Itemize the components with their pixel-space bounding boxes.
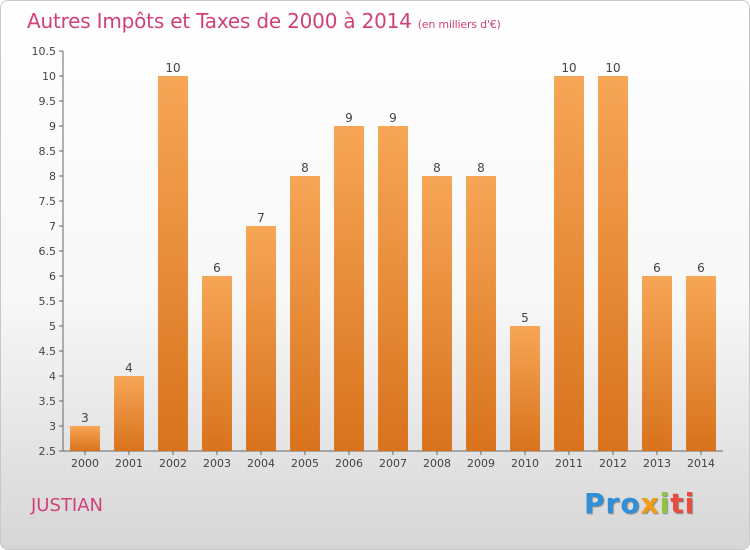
y-tick-label: 4.5 bbox=[39, 345, 57, 358]
bar bbox=[202, 276, 232, 451]
y-tick-label: 5.5 bbox=[39, 295, 57, 308]
x-tick-label: 2007 bbox=[379, 457, 407, 470]
x-tick-label: 2010 bbox=[511, 457, 539, 470]
bar-value-label: 10 bbox=[561, 61, 576, 75]
x-tick-label: 2014 bbox=[687, 457, 715, 470]
y-tick-label: 4 bbox=[49, 370, 56, 383]
x-tick-label: 2009 bbox=[467, 457, 495, 470]
bar bbox=[642, 276, 672, 451]
bar bbox=[114, 376, 144, 451]
bar-value-label: 8 bbox=[301, 161, 309, 175]
bar-value-label: 9 bbox=[345, 111, 353, 125]
y-tick-label: 9.5 bbox=[39, 95, 57, 108]
bar-value-label: 6 bbox=[653, 261, 661, 275]
y-tick-label: 2.5 bbox=[39, 445, 57, 458]
x-tick-label: 2012 bbox=[599, 457, 627, 470]
y-tick-label: 7.5 bbox=[39, 195, 57, 208]
y-tick-label: 10 bbox=[42, 70, 56, 83]
x-tick-label: 2002 bbox=[159, 457, 187, 470]
bar bbox=[158, 76, 188, 451]
y-tick-label: 6.5 bbox=[39, 245, 57, 258]
chart-title: Autres Impôts et Taxes de 2000 à 2014 (en… bbox=[27, 9, 501, 33]
bar bbox=[466, 176, 496, 451]
y-tick-label: 9 bbox=[49, 120, 56, 133]
bar-value-label: 4 bbox=[125, 361, 133, 375]
bar-value-label: 3 bbox=[81, 411, 89, 425]
bar bbox=[510, 326, 540, 451]
bar bbox=[598, 76, 628, 451]
bar bbox=[290, 176, 320, 451]
bar-value-label: 8 bbox=[477, 161, 485, 175]
chart-subtitle: (en milliers d'€) bbox=[417, 18, 501, 31]
y-tick-label: 3 bbox=[49, 420, 56, 433]
bar bbox=[70, 426, 100, 451]
y-tick-label: 7 bbox=[49, 220, 56, 233]
x-tick-label: 2003 bbox=[203, 457, 231, 470]
x-tick-label: 2005 bbox=[291, 457, 319, 470]
bar-value-label: 6 bbox=[213, 261, 221, 275]
bar-value-label: 9 bbox=[389, 111, 397, 125]
y-tick-label: 3.5 bbox=[39, 395, 57, 408]
y-tick-label: 6 bbox=[49, 270, 56, 283]
bar bbox=[422, 176, 452, 451]
bar bbox=[246, 226, 276, 451]
bar bbox=[378, 126, 408, 451]
logo-part-4: ti bbox=[670, 487, 696, 520]
y-tick-label: 8 bbox=[49, 170, 56, 183]
x-tick-label: 2001 bbox=[115, 457, 143, 470]
x-tick-label: 2008 bbox=[423, 457, 451, 470]
bar bbox=[554, 76, 584, 451]
x-tick-label: 2013 bbox=[643, 457, 671, 470]
bar-value-label: 5 bbox=[521, 311, 529, 325]
bar-value-label: 10 bbox=[605, 61, 620, 75]
y-tick-label: 5 bbox=[49, 320, 56, 333]
bar-value-label: 8 bbox=[433, 161, 441, 175]
logo-part-3: i bbox=[659, 487, 671, 520]
x-tick-label: 2006 bbox=[335, 457, 363, 470]
bar-value-label: 10 bbox=[165, 61, 180, 75]
logo-part-1: Pro bbox=[584, 487, 641, 520]
bar bbox=[334, 126, 364, 451]
x-tick-label: 2000 bbox=[71, 457, 99, 470]
proxiti-logo: Proxiti bbox=[584, 487, 695, 520]
chart-title-text: Autres Impôts et Taxes de 2000 à 2014 bbox=[27, 9, 412, 33]
y-tick-label: 10.5 bbox=[32, 45, 57, 58]
x-tick-label: 2011 bbox=[555, 457, 583, 470]
x-tick-label: 2004 bbox=[247, 457, 275, 470]
y-tick-label: 8.5 bbox=[39, 145, 57, 158]
commune-name: JUSTIAN bbox=[31, 495, 103, 516]
bar bbox=[686, 276, 716, 451]
logo-part-2: x bbox=[640, 487, 660, 520]
bar-value-label: 7 bbox=[257, 211, 265, 225]
bar-value-label: 6 bbox=[697, 261, 705, 275]
